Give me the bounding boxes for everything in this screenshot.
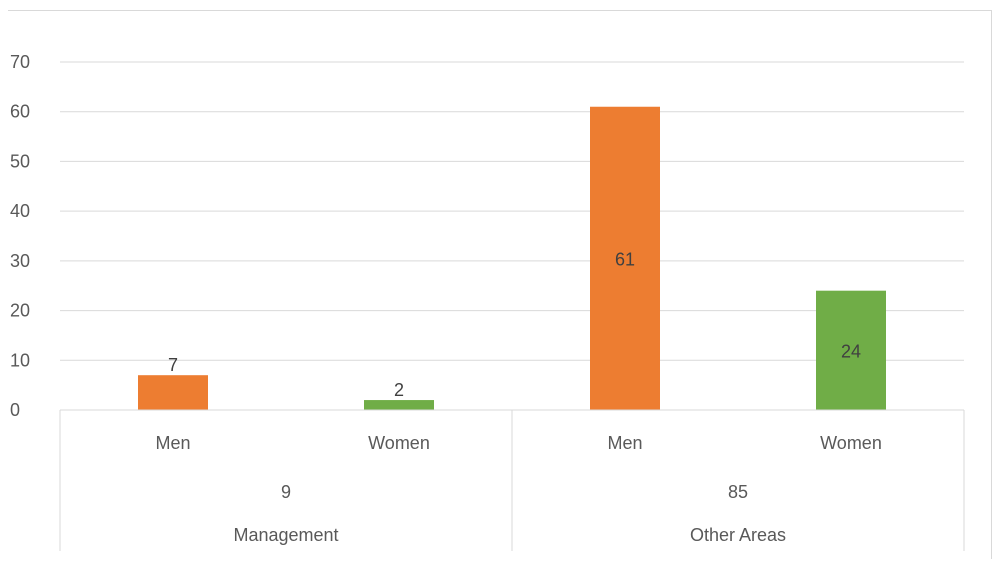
bar <box>816 290 886 410</box>
x-category-label: Women <box>820 433 882 453</box>
y-tick-label: 0 <box>10 400 20 420</box>
group-name-label: Other Areas <box>690 525 786 545</box>
y-tick-label: 60 <box>10 102 30 122</box>
y-tick-label: 40 <box>10 201 30 221</box>
bar <box>590 106 660 410</box>
group-total-label: 9 <box>281 482 291 502</box>
data-label: 24 <box>841 341 861 361</box>
y-tick-label: 20 <box>10 301 30 321</box>
chart-frame <box>8 10 992 559</box>
bars: 7 2 61 24 <box>138 106 886 410</box>
x-category-label: Women <box>368 433 430 453</box>
data-label: 7 <box>168 355 178 375</box>
y-tick-label: 70 <box>10 52 30 72</box>
y-axis: 0 10 20 30 40 50 60 70 <box>10 52 30 420</box>
group-total-label: 85 <box>728 482 748 502</box>
data-label: 2 <box>394 380 404 400</box>
bar <box>364 400 434 410</box>
y-tick-label: 50 <box>10 151 30 171</box>
x-category-label: Men <box>155 433 190 453</box>
bar <box>138 375 208 410</box>
data-label: 61 <box>615 249 635 269</box>
gridlines <box>60 61 964 361</box>
group-name-label: Management <box>233 525 338 545</box>
x-category-label: Men <box>607 433 642 453</box>
y-tick-label: 10 <box>10 350 30 370</box>
y-tick-label: 30 <box>10 251 30 271</box>
x-axis: Men Women 9 Management Men Women 85 Other Areas <box>59 409 965 551</box>
